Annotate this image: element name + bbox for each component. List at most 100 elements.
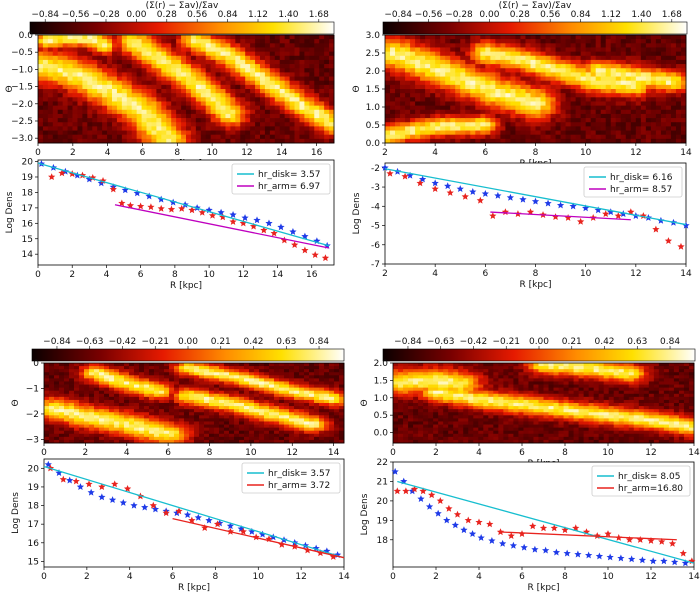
heatmap-cell: [107, 39, 113, 44]
heatmap-cell: [294, 387, 300, 392]
heatmap-cell: [319, 430, 325, 435]
heatmap-cell: [680, 113, 687, 119]
heatmap-cell: [220, 47, 226, 53]
heatmap-cell: [294, 390, 300, 395]
heatmap-cell: [181, 72, 187, 77]
heatmap-cell: [59, 409, 65, 413]
heatmap-cell: [225, 80, 231, 86]
heatmap-cell: [77, 126, 83, 131]
heatmap-cell: [209, 436, 215, 441]
heatmap-cell: [235, 122, 241, 127]
heatmap-cell: [645, 55, 652, 61]
heatmap-cell: [67, 68, 73, 73]
heatmap-cell: [244, 424, 250, 429]
heatmap-cell: [245, 64, 251, 69]
colorbar-tick-label: −0.28: [445, 10, 473, 20]
heatmap-cell: [230, 72, 236, 77]
heatmap-cell: [164, 381, 170, 385]
heatmap-cell: [129, 381, 135, 385]
heatmap-cell: [400, 130, 406, 136]
heatmap-cell: [199, 418, 205, 422]
heatmap-cell: [131, 97, 138, 102]
heatmap-cell: [440, 126, 446, 131]
heatmap-cell: [186, 126, 192, 131]
heatmap-cell: [176, 43, 182, 48]
heatmap-cell: [49, 378, 55, 382]
heatmap-cell: [49, 396, 55, 401]
heatmap-cell: [398, 381, 404, 385]
heatmap-cell: [665, 138, 672, 144]
heatmap-cell: [254, 409, 260, 413]
heatmap-cell: [74, 415, 80, 419]
heatmap-cell: [244, 418, 250, 422]
heatmap-cell: [319, 76, 325, 82]
heatmap-cell: [510, 113, 516, 119]
heatmap-cell: [299, 436, 305, 441]
heatmap-cell: [209, 396, 215, 401]
heatmap-cell: [79, 427, 85, 432]
heatmap-cell: [42, 130, 49, 136]
heatmap-cell: [119, 409, 125, 413]
heatmap-cell: [112, 93, 118, 98]
heatmap-cell: [309, 93, 315, 98]
heatmap-cell: [640, 101, 647, 107]
heatmap-cell: [254, 430, 260, 435]
heatmap-cell: [304, 396, 310, 401]
heatmap-cell: [400, 47, 406, 53]
heatmap-cell: [500, 43, 506, 48]
heatmap-cell: [535, 80, 541, 86]
heatmap-cell: [465, 64, 471, 69]
heatmap-cell: [119, 363, 125, 367]
heatmap-cell: [465, 51, 471, 57]
heatmap-cell: [235, 101, 241, 107]
heatmap-cell: [244, 430, 250, 435]
heatmap-cell: [97, 64, 103, 69]
heatmap-cell: [304, 35, 310, 40]
heatmap-cell: [600, 35, 607, 40]
heatmap-cell: [600, 126, 607, 131]
heatmap-cell: [112, 68, 118, 73]
heatmap-cell: [244, 372, 250, 376]
heatmap-cell: [67, 101, 73, 107]
heatmap-cell: [385, 109, 391, 115]
heatmap-cell: [59, 406, 65, 410]
heatmap-cell: [408, 396, 414, 401]
heatmap-cell: [200, 84, 207, 90]
heatmap-cell: [204, 378, 210, 382]
heatmap-cell: [149, 406, 155, 410]
heatmap-cell: [600, 51, 607, 57]
heatmap-cell: [600, 97, 607, 102]
heatmap-cell: [269, 126, 276, 131]
heatmap-cell: [520, 118, 526, 123]
heatmap-cell: [294, 72, 300, 77]
heatmap-cell: [615, 72, 622, 77]
heatmap-cell: [465, 84, 471, 90]
heatmap-cell: [645, 51, 652, 57]
heatmap-cell: [94, 390, 100, 395]
heatmap-cell: [69, 384, 75, 389]
heatmap-cell: [284, 43, 290, 48]
heatmap-cell: [102, 84, 108, 90]
heatmap-cell: [225, 89, 231, 94]
heatmap-cell: [555, 84, 561, 90]
heatmap-cell: [204, 372, 210, 376]
heatmap-cell: [254, 399, 260, 404]
heatmap-cell: [485, 35, 491, 40]
x-tick-label: 4: [105, 148, 111, 158]
y-tick-label: −2: [26, 410, 39, 420]
heatmap-cell: [249, 366, 255, 370]
heatmap-cell: [107, 134, 113, 140]
heatmap-cell: [390, 84, 396, 90]
heatmap-cell: [181, 68, 187, 73]
heatmap-cell: [403, 378, 409, 382]
heatmap-cell: [640, 59, 647, 65]
heatmap-cell: [610, 134, 617, 140]
heatmap-cell: [97, 35, 103, 40]
heatmap-cell: [500, 47, 506, 53]
heatmap-cell: [249, 363, 255, 367]
heatmap-cell: [214, 418, 220, 422]
heatmap-cell: [480, 89, 486, 94]
heatmap-cell: [146, 43, 152, 48]
heatmap-cell: [585, 105, 592, 111]
heatmap-cell: [324, 430, 330, 435]
